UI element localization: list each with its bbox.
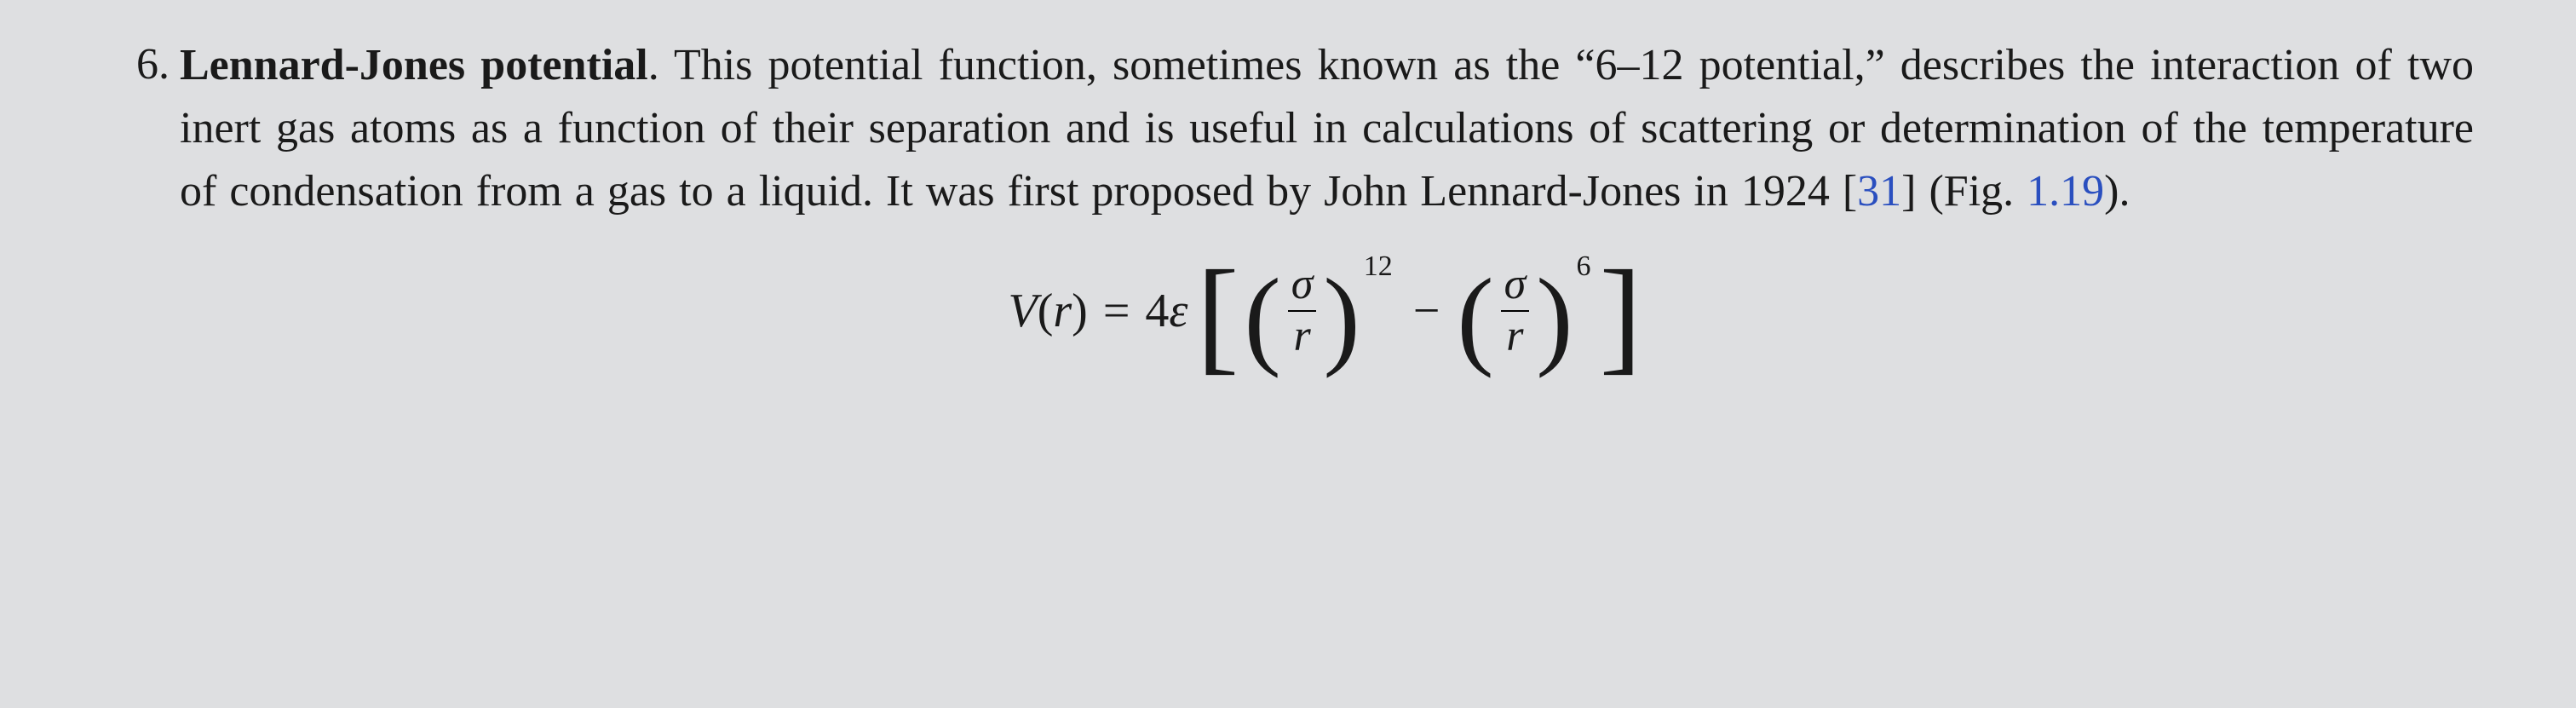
figure-link[interactable]: 1.19	[2027, 167, 2104, 216]
eq-right-bracket: ]	[1596, 258, 1646, 373]
item-title: Lennard-Jones potential	[180, 41, 648, 89]
equation-block: V ( r ) = 4 ε [ ( σ r	[180, 253, 2474, 368]
eq-lparen-1: (	[1242, 268, 1282, 368]
eq-frac-2: σ r	[1496, 262, 1535, 360]
title-dot: .	[648, 41, 659, 89]
eq-coeff-4: 4	[1145, 287, 1169, 335]
para-text-2: ] (Fig.	[1901, 167, 2027, 216]
eq-coeff-eps: ε	[1169, 287, 1187, 335]
eq-frac2-top: σ	[1501, 262, 1530, 310]
item-number: 6.	[136, 34, 180, 96]
citation-link[interactable]: 31	[1857, 167, 1901, 216]
eq-frac1-bot: r	[1290, 312, 1314, 360]
eq-lparen-small: (	[1038, 287, 1054, 335]
eq-rparen-2: )	[1534, 268, 1574, 368]
eq-lhs-fn: V	[1009, 287, 1038, 335]
eq-frac-1: σ r	[1283, 262, 1322, 360]
eq-equals: =	[1103, 287, 1130, 335]
eq-frac1-top: σ	[1288, 262, 1317, 310]
eq-exp-6: 6	[1577, 252, 1591, 281]
list-item-6: 6. Lennard-Jones potential. This potenti…	[136, 34, 2474, 368]
item-body: Lennard-Jones potential. This potential …	[180, 34, 2474, 368]
eq-frac2-bot: r	[1503, 312, 1527, 360]
para-text-3: ).	[2104, 167, 2130, 216]
eq-lhs-arg: r	[1053, 287, 1072, 335]
equation: V ( r ) = 4 ε [ ( σ r	[1009, 253, 1646, 368]
eq-rparen-1: )	[1321, 268, 1361, 368]
page: 6. Lennard-Jones potential. This potenti…	[0, 0, 2576, 708]
paragraph: Lennard-Jones potential. This potential …	[180, 34, 2474, 222]
eq-minus: −	[1398, 287, 1456, 335]
eq-left-bracket: [	[1193, 258, 1243, 373]
eq-rparen-small: )	[1072, 287, 1088, 335]
eq-exp-12: 12	[1364, 252, 1393, 281]
eq-lparen-2: (	[1455, 268, 1495, 368]
